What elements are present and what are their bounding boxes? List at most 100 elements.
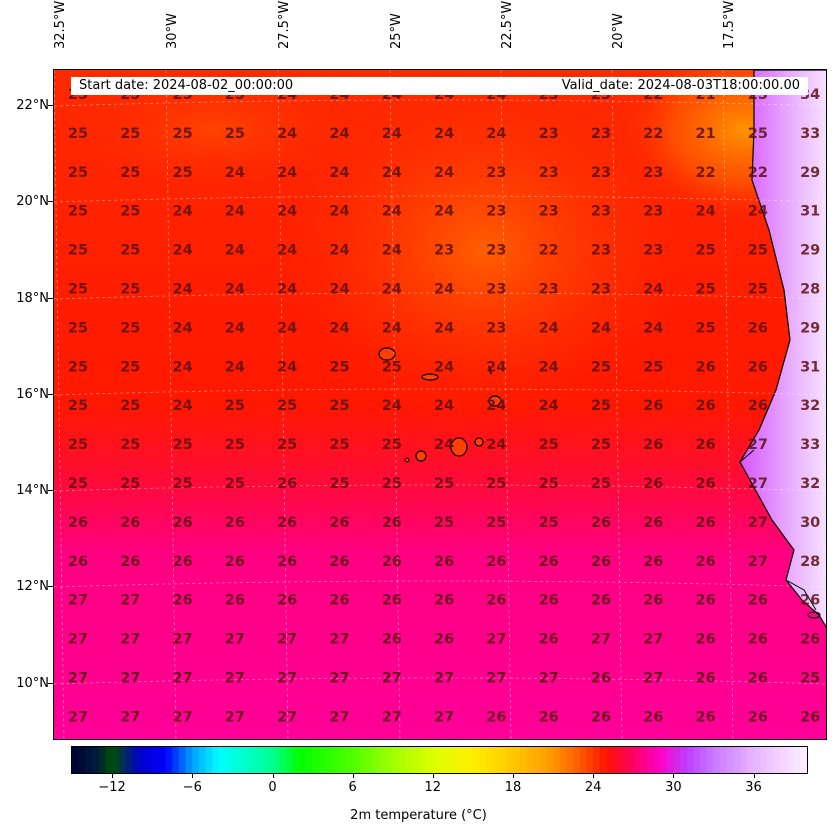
colorbar-swatch (205, 747, 213, 773)
grid-value: 23 (591, 282, 611, 298)
island-santo-antao (378, 347, 396, 361)
colorbar-tick (513, 774, 514, 778)
grid-value: 32 (800, 476, 820, 492)
grid-value: 26 (486, 593, 506, 609)
grid-value: 22 (539, 243, 559, 259)
grid-value: 24 (225, 204, 245, 220)
colorbar-swatch (419, 747, 427, 773)
grid-value: 26 (696, 437, 716, 453)
grid-value: 25 (539, 437, 559, 453)
grid-value: 25 (800, 671, 820, 687)
colorbar-swatch (726, 747, 735, 773)
grid-value: 24 (277, 359, 297, 375)
island-brava (404, 457, 410, 463)
grid-value: 25 (277, 437, 297, 453)
colorbar-swatch (105, 747, 113, 773)
grid-value: 26 (277, 515, 297, 531)
grid-value: 24 (486, 437, 506, 453)
grid-value: 26 (643, 398, 663, 414)
colorbar-swatch (619, 747, 628, 773)
grid-value: 26 (277, 554, 297, 570)
grid-value: 25 (591, 398, 611, 414)
colorbar-swatch (606, 747, 614, 773)
grid-value: 25 (382, 359, 402, 375)
tick-lat-18 (48, 298, 53, 299)
grid-value: 24 (329, 282, 349, 298)
colorbar-swatch (673, 747, 681, 773)
grid-value: 27 (591, 632, 611, 648)
grid-value: 24 (225, 282, 245, 298)
grid-value: 26 (696, 359, 716, 375)
grid-value: 24 (434, 204, 454, 220)
grid-value: 26 (591, 671, 611, 687)
colorbar-swatch (599, 747, 608, 773)
lat-label-14n: 14°N (16, 483, 49, 498)
grid-value: 27 (329, 671, 349, 687)
grid-value: 30 (800, 515, 820, 531)
tick-lat-14 (48, 490, 53, 491)
grid-value: 24 (643, 320, 663, 336)
lon-label-25w: 25°W (389, 13, 404, 49)
grid-value: 25 (591, 359, 611, 375)
colorbar-title: 2m temperature (°C) (350, 808, 487, 823)
grid-value: 26 (696, 709, 716, 725)
colorbar-swatch (653, 747, 661, 773)
grid-value: 25 (277, 398, 297, 414)
grid-value: 26 (486, 709, 506, 725)
colorbar-swatch (198, 747, 207, 773)
grid-value: 26 (591, 554, 611, 570)
colorbar-swatch (125, 747, 133, 773)
grid-value: 26 (800, 593, 820, 609)
grid-value: 23 (434, 243, 454, 259)
grid-value: 25 (68, 437, 88, 453)
colorbar-swatch (459, 747, 467, 773)
grid-value: 26 (434, 554, 454, 570)
grid-value: 25 (539, 515, 559, 531)
grid-value: 24 (539, 359, 559, 375)
colorbar-swatch (646, 747, 654, 773)
grid-value: 25 (696, 282, 716, 298)
grid-value: 27 (68, 671, 88, 687)
grid-value: 26 (486, 554, 506, 570)
colorbar-swatch (626, 747, 634, 773)
colorbar-swatch (446, 747, 454, 773)
colorbar-swatch (526, 747, 534, 773)
colorbar-tick (593, 774, 595, 778)
grid-value: 25 (68, 359, 88, 375)
grid-value: 25 (68, 243, 88, 259)
grid-value: 25 (696, 320, 716, 336)
grid-value: 24 (277, 282, 297, 298)
tick-lat-16 (48, 394, 53, 395)
grid-value: 26 (173, 593, 193, 609)
grid-value: 26 (591, 709, 611, 725)
lat-label-10n: 10°N (16, 676, 49, 691)
warm-blob-nw (74, 70, 354, 190)
temperature-map[interactable]: 25 25 25 25 24 24 24 24 24 23 23 22 21 25 34 25 25 25 25 24… (53, 69, 827, 740)
grid-value: 24 (173, 320, 193, 336)
grid-value: 22 (643, 126, 663, 142)
meridian-line (722, 70, 734, 739)
grid-value: 25 (748, 126, 768, 142)
colorbar-tick (432, 774, 434, 778)
meridian-line (165, 70, 177, 739)
colorbar-swatch (660, 747, 668, 773)
colorbar-swatch (359, 747, 367, 773)
colorbar-swatch (786, 747, 795, 773)
grid-value: 26 (696, 632, 716, 648)
grid-value: 25 (68, 320, 88, 336)
grid-value: 24 (434, 282, 454, 298)
colorbar-swatch (573, 747, 581, 773)
grid-value: 27 (486, 671, 506, 687)
colorbar-swatch (219, 747, 227, 773)
grid-value: 25 (173, 165, 193, 181)
grid-value: 26 (696, 398, 716, 414)
grid-value: 26 (696, 476, 716, 492)
colorbar-swatch (700, 747, 708, 773)
grid-value: 26 (539, 709, 559, 725)
colorbar-swatch (339, 747, 347, 773)
grid-value: 25 (486, 476, 506, 492)
colorbar-swatch (252, 747, 260, 773)
colorbar-swatch (72, 747, 80, 773)
colorbar-tick-label: 24 (584, 780, 602, 795)
lat-label-20n: 20°N (16, 194, 49, 209)
